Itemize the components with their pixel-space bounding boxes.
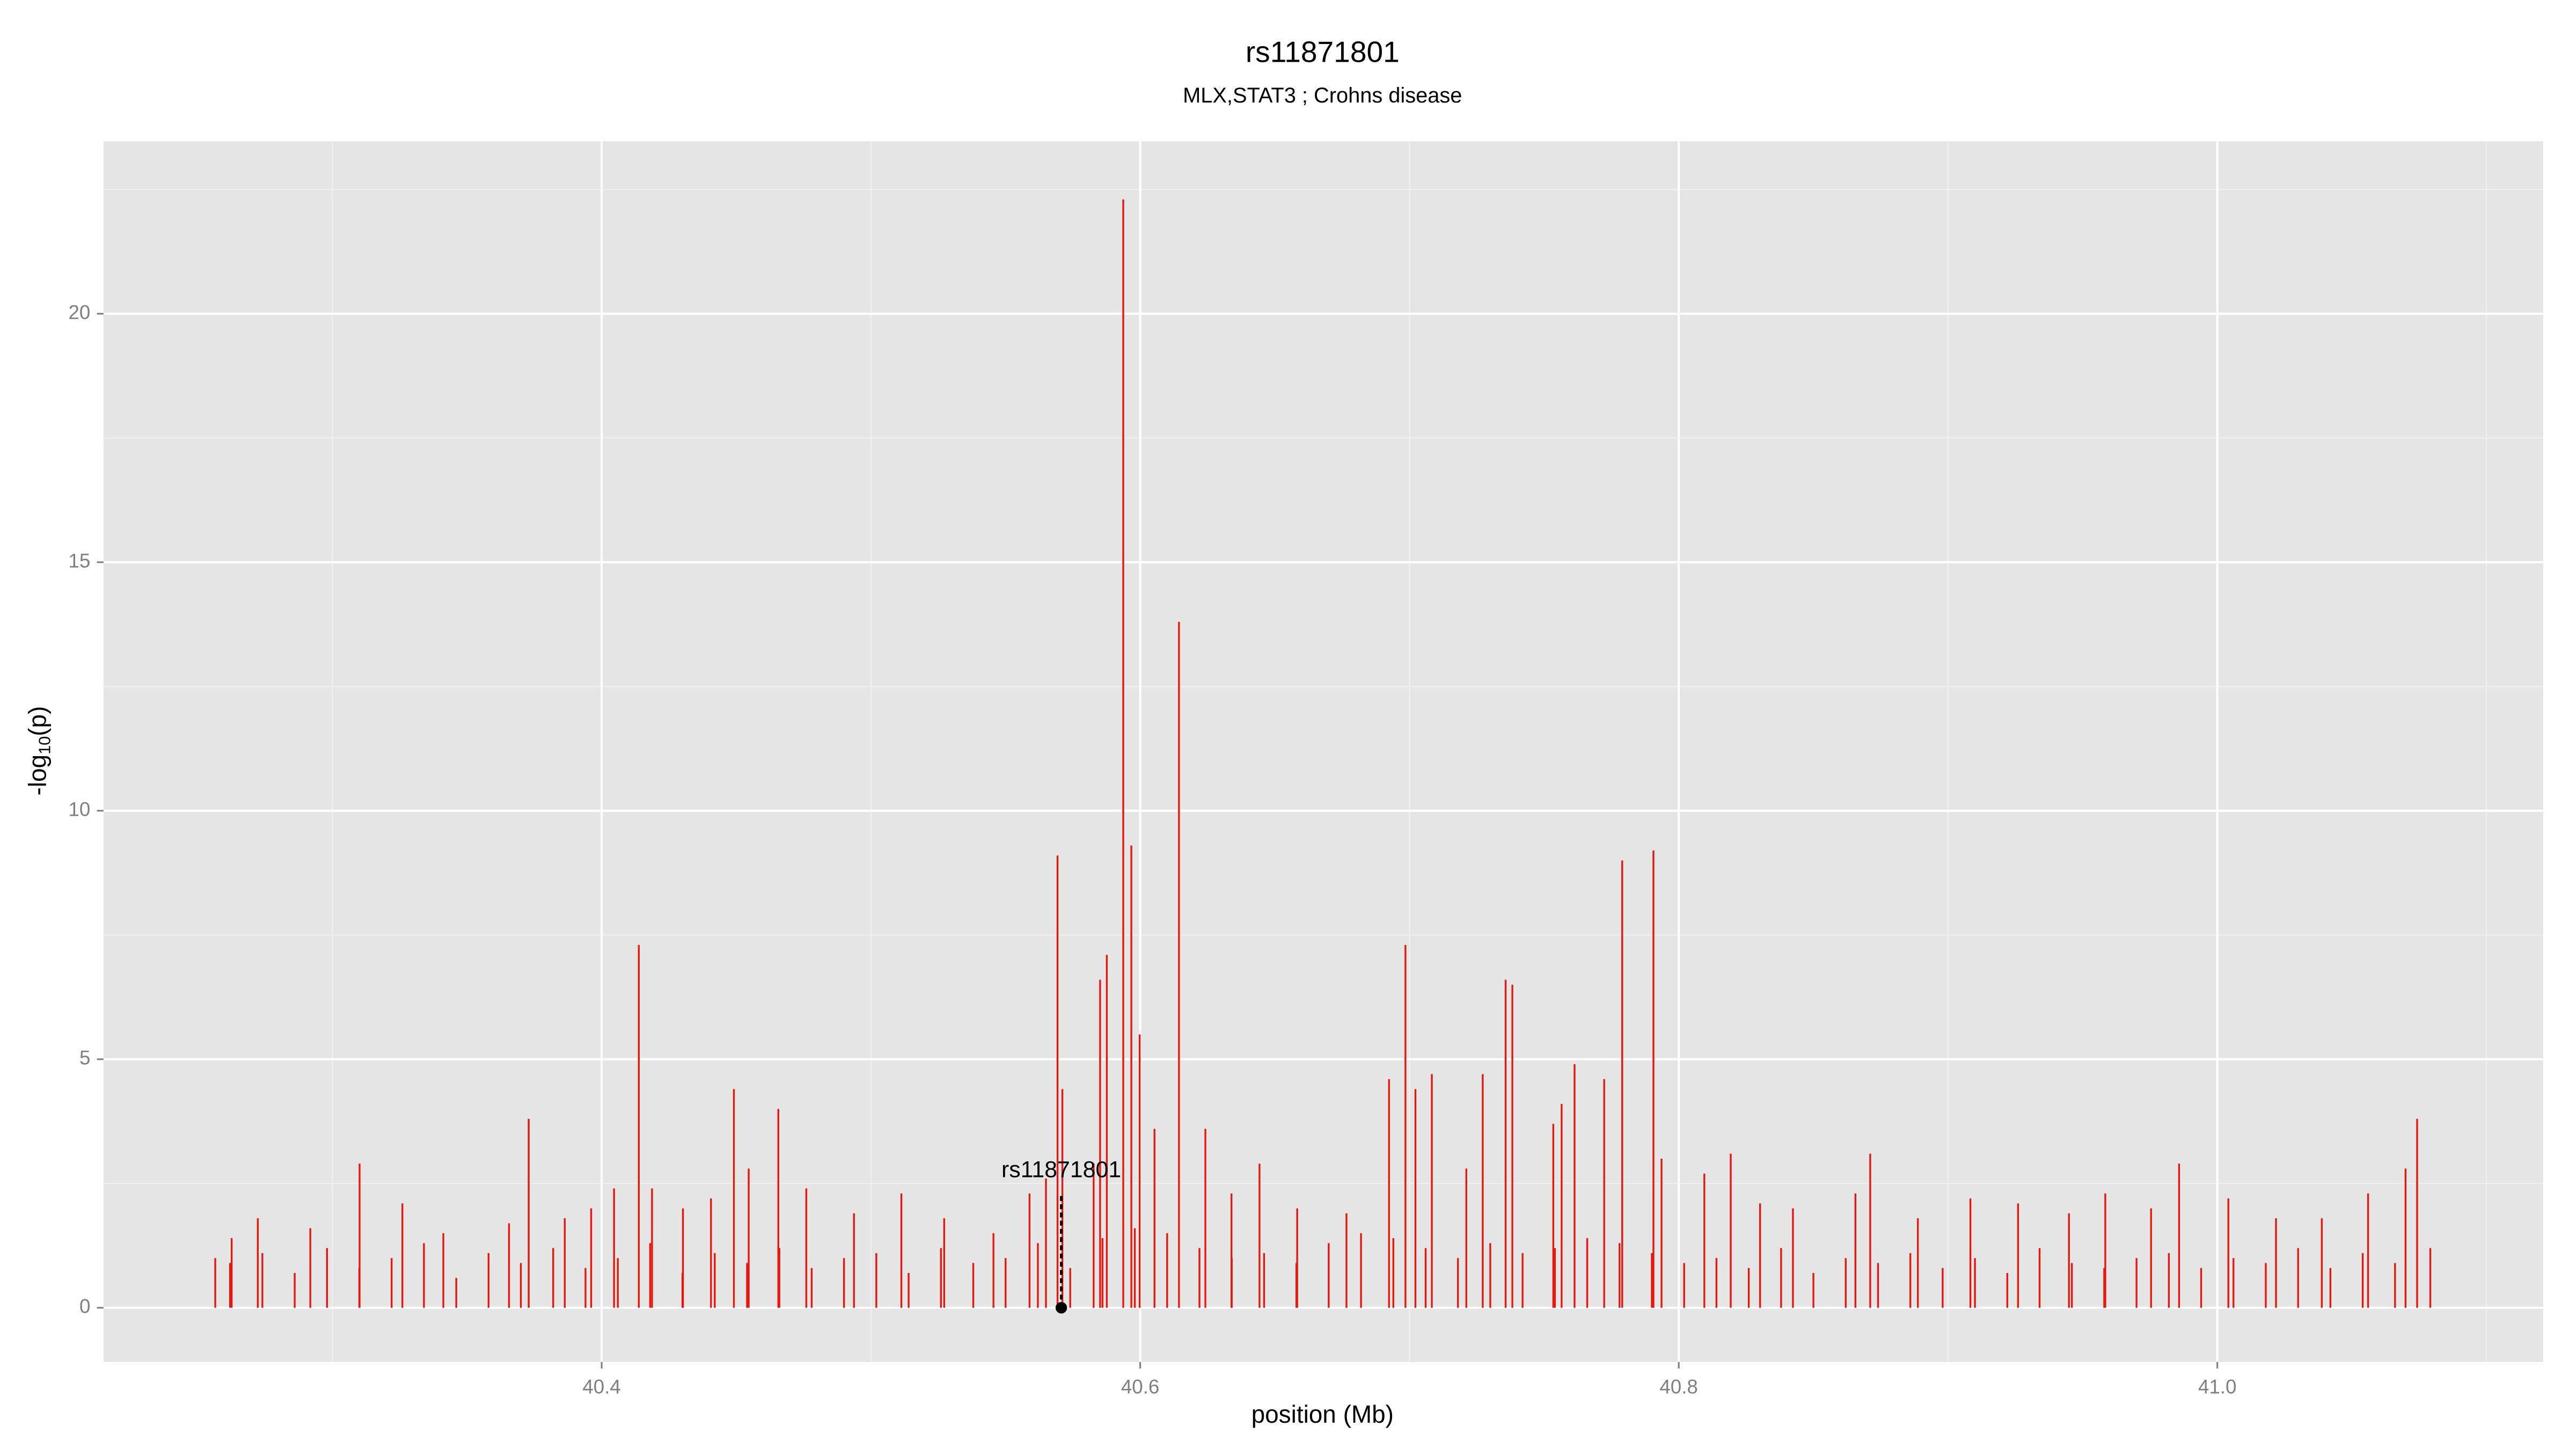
annotation-point [1055,1302,1067,1314]
annotation-label: rs11871801 [1001,1157,1121,1182]
x-axis-title: position (Mb) [1252,1400,1394,1428]
y-axis-title-end: (p) [24,706,52,736]
plot-panel [103,141,2543,1362]
y-axis-title: -log10(p) [24,706,54,796]
y-tick-label: 15 [69,550,91,572]
y-axis-title-main: -log [24,755,52,796]
x-tick-label: 40.8 [1659,1375,1697,1397]
y-tick-label: 0 [79,1296,90,1318]
x-tick-label: 40.6 [1121,1375,1159,1397]
chart-subtitle: MLX,STAT3 ; Crohns disease [1183,84,1462,107]
x-tick-label: 41.0 [2198,1375,2236,1397]
y-axis-title-sub: 10 [36,736,54,755]
y-tick-label: 10 [69,798,91,820]
y-tick-label: 5 [79,1046,90,1069]
y-tick-label: 20 [69,301,91,323]
x-tick-label: 40.4 [582,1375,620,1397]
chart-title: rs11871801 [1246,35,1400,69]
